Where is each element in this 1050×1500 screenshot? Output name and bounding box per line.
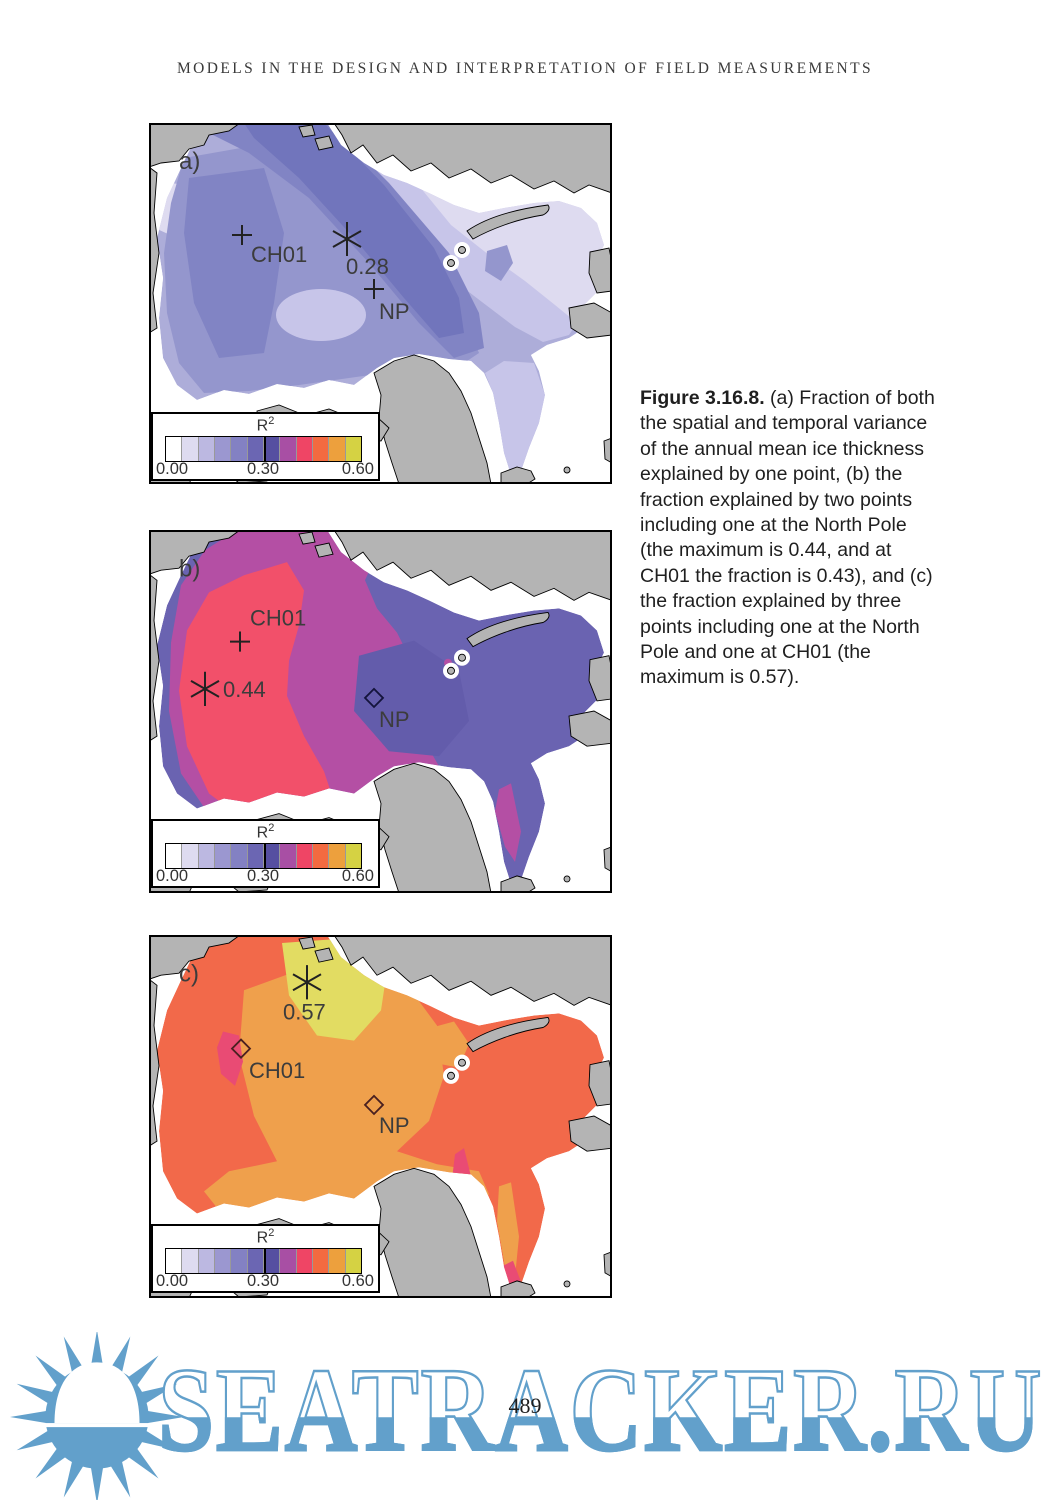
panel-label-b: b) [179,555,200,582]
max-value-label: 0.57 [283,999,326,1024]
asterisk-marker [190,671,220,706]
markers-c: c) 0.57 CH01 NP [179,960,410,1138]
tick-max: 0.60 [341,460,374,478]
figure-caption-text: (a) Fraction of both the spatial and tem… [640,387,935,689]
panel-label-a: a) [179,148,200,175]
colorbar-title: R2 [256,822,275,842]
diamond-marker-np [363,1094,385,1116]
figure-panel-c: c) 0.57 CH01 NP R2 0.00 0.30 0.60 [149,935,612,1298]
diamond-marker-ch01 [230,1038,252,1059]
max-value-label: 0.28 [346,254,389,279]
watermark-text-outline: SEATRACKER.RU [157,1343,1044,1476]
map-frame [149,123,612,484]
plus-marker-ch01 [230,631,250,652]
watermark-text: SEATRACKER.RU [158,1343,1044,1476]
sun-horizon [44,1423,150,1428]
np-label: NP [379,1113,410,1138]
tick-mid: 0.30 [246,460,280,478]
colorbar-ticks: 0.00 0.30 0.60 [153,867,378,887]
max-value-label: 0.44 [223,677,266,702]
tick-max: 0.60 [341,867,374,885]
figure-panel-b: b) CH01 0.44 NP R2 0.00 0.30 0.60 [149,530,612,893]
colorbar-c: R2 0.00 0.30 0.60 [151,1224,380,1293]
tick-mid: 0.30 [246,867,280,885]
figure-panel-a: a) CH01 0.28 NP R2 0.00 0.30 0.60 [149,123,612,484]
arctic-map-a: a) CH01 0.28 NP [149,123,612,484]
plus-marker-ch01 [232,225,252,245]
asterisk-marker [292,965,322,1000]
panel-label-c: c) [179,960,199,987]
tick-max: 0.60 [341,1272,374,1290]
asterisk-marker [332,222,362,256]
ice-layers-a [157,123,604,475]
colorbar-strip [165,1248,362,1274]
map-frame [149,935,612,1298]
ch01-label: CH01 [249,1058,305,1083]
tick-mid: 0.30 [246,1272,280,1290]
map-frame [149,530,612,893]
ice-layers-c [157,935,604,1289]
page-number: 489 [508,1393,542,1418]
markers-a: a) CH01 0.28 NP [179,148,410,324]
colorbar-title: R2 [256,1227,275,1247]
colorbar-title: R2 [256,415,275,435]
figure-caption: Figure 3.16.8. (a) Fraction of both the … [640,386,942,691]
ice-layers-b [157,530,604,884]
diamond-marker-np [363,687,385,709]
colorbar-strip [165,436,362,462]
tick-min: 0.00 [156,460,189,478]
np-label: NP [379,707,410,732]
ch01-label: CH01 [251,242,307,267]
tick-min: 0.00 [156,1272,189,1290]
tick-min: 0.00 [156,867,189,885]
colorbar-ticks: 0.00 0.30 0.60 [153,1272,378,1292]
arctic-map-b: b) CH01 0.44 NP [149,530,612,893]
colorbar-ticks: 0.00 0.30 0.60 [153,460,378,480]
figure-caption-number: Figure 3.16.8. [640,387,765,409]
colorbar-strip [165,843,362,869]
markers-b: b) CH01 0.44 NP [179,555,410,732]
running-header: MODELS IN THE DESIGN AND INTERPRETATION … [177,60,873,77]
sun-dome [54,1362,140,1424]
np-label: NP [379,299,410,324]
colorbar-b: R2 0.00 0.30 0.60 [151,819,380,888]
ch01-label: CH01 [250,605,306,630]
plus-marker-np [364,279,384,299]
colorbar-a: R2 0.00 0.30 0.60 [151,412,380,481]
sun-logo [9,1332,185,1500]
